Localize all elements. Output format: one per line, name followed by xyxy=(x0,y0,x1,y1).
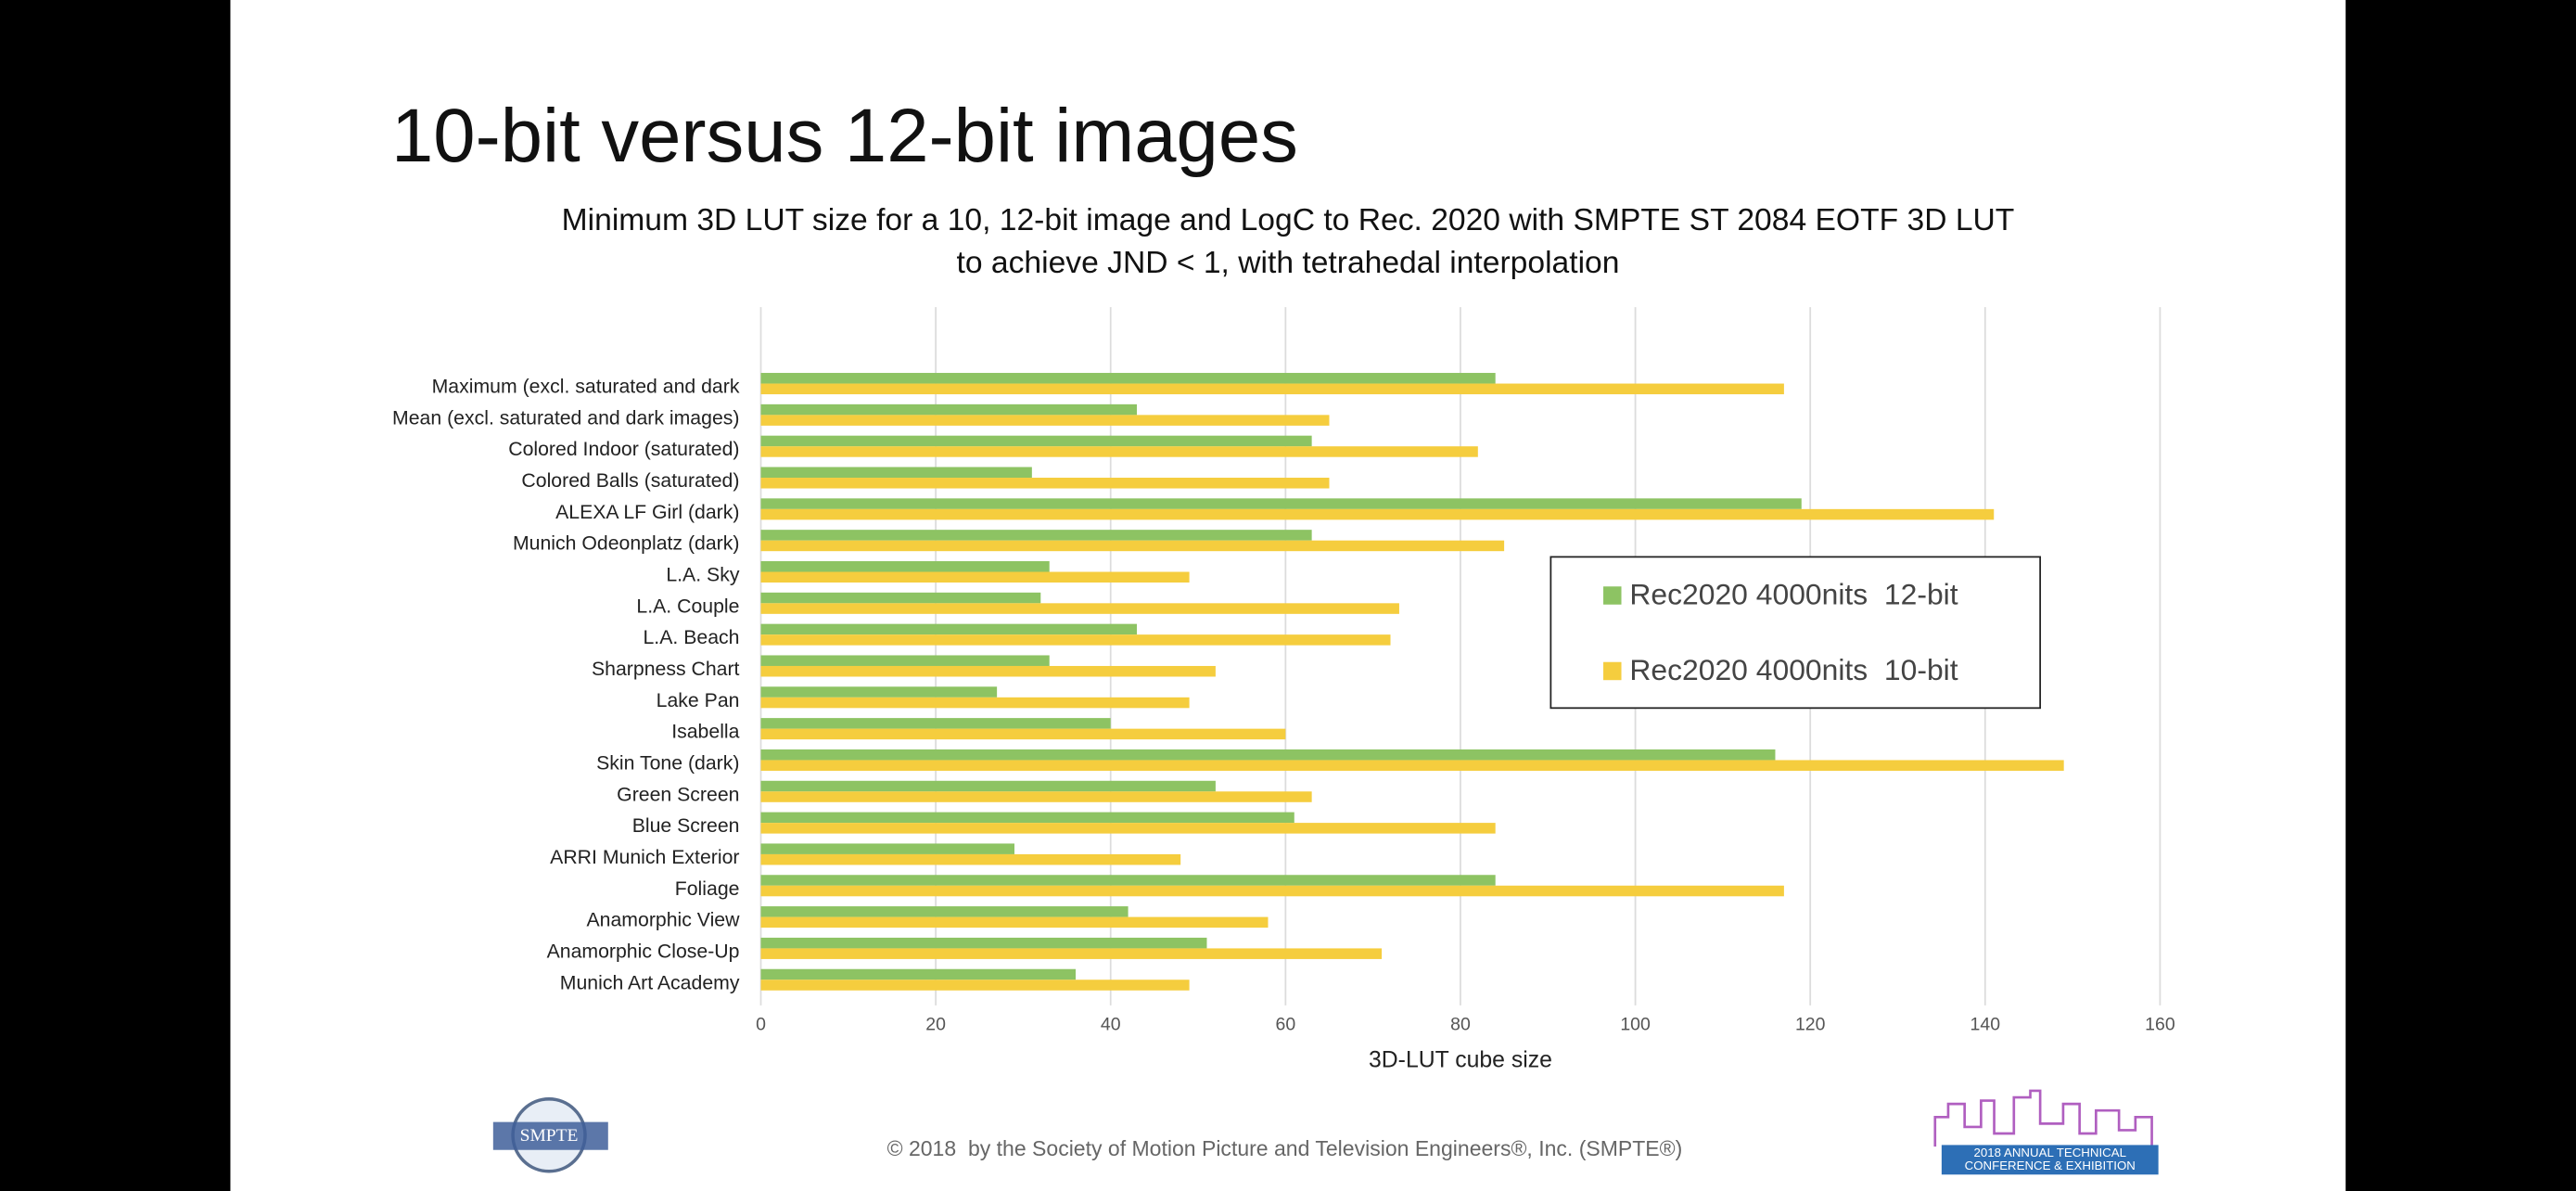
y-tick-label: Munich Odeonplatz (dark) xyxy=(513,532,740,555)
slide-title: 10-bit versus 12-bit images xyxy=(391,94,1298,178)
y-tick-label: Anamorphic Close-Up xyxy=(547,940,740,962)
bar xyxy=(760,812,1294,824)
legend-swatch xyxy=(1603,661,1622,681)
bar xyxy=(760,540,1505,552)
bar xyxy=(760,560,1050,572)
y-tick-label: L.A. Couple xyxy=(636,595,739,617)
y-tick-label: Sharpness Chart xyxy=(592,658,740,680)
chart-title: Minimum 3D LUT size for a 10, 12-bit ima… xyxy=(562,203,2015,237)
bar xyxy=(760,791,1312,802)
bar xyxy=(760,843,1014,854)
x-tick-label: 40 xyxy=(1101,1014,1121,1034)
logo-text: 2018 ANNUAL TECHNICAL xyxy=(1974,1146,2126,1159)
bar xyxy=(760,508,1995,520)
bar xyxy=(760,980,1190,991)
y-tick-label: ALEXA LF Girl (dark) xyxy=(555,501,739,523)
bar xyxy=(760,498,1802,509)
bar xyxy=(760,718,1111,729)
conference-logo: 2018 ANNUAL TECHNICAL CONFERENCE & EXHIB… xyxy=(1933,1089,2159,1175)
bar xyxy=(760,875,1496,886)
plot: 0 20 40 60 80 100 120 140 160 Maximum (excl. satu… xyxy=(392,307,2175,1034)
y-tick-label: Green Screen xyxy=(617,783,739,805)
bar xyxy=(760,634,1391,646)
bar xyxy=(760,760,2064,771)
y-tick-label: Skin Tone (dark) xyxy=(596,751,739,774)
x-tick-label: 20 xyxy=(925,1014,946,1034)
legend-box xyxy=(1549,556,2042,710)
logo-text: CONFERENCE & EXHIBITION xyxy=(1965,1159,2136,1172)
bar xyxy=(760,749,1776,761)
bar xyxy=(760,623,1138,635)
y-tick-label: Colored Indoor (saturated) xyxy=(508,438,739,460)
y-tick-label: Blue Screen xyxy=(632,814,740,837)
bar xyxy=(760,530,1312,541)
bar xyxy=(760,446,1478,457)
x-tick-label: 140 xyxy=(1970,1014,2001,1034)
y-tick-label: Anamorphic View xyxy=(587,909,741,931)
bar xyxy=(760,467,1032,479)
y-tick-label: L.A. Sky xyxy=(666,564,740,586)
y-tick-label: L.A. Beach xyxy=(644,626,740,648)
logo-band xyxy=(492,1121,608,1150)
bar xyxy=(760,853,1181,865)
bar xyxy=(760,780,1216,792)
chart-title: to achieve JND < 1, with tetrahedal inte… xyxy=(957,246,1620,280)
y-tick-label: Foliage xyxy=(675,877,740,900)
legend-label: Rec2020 4000nits 12-bit xyxy=(1629,577,1958,610)
bar xyxy=(760,478,1330,489)
bar xyxy=(760,603,1399,614)
skyline xyxy=(1933,1089,2153,1147)
logo-band xyxy=(1941,1145,2159,1175)
bar xyxy=(760,403,1138,416)
x-tick-label: 160 xyxy=(2145,1014,2175,1034)
x-axis-label: 3D-LUT cube size xyxy=(1369,1048,1552,1073)
bar xyxy=(760,435,1312,447)
y-tick-label: Maximum (excl. saturated and dark xyxy=(432,376,740,398)
y-tick-label: Munich Art Academy xyxy=(560,971,740,993)
y-tick-label: Mean (excl. saturated and dark images) xyxy=(392,406,739,429)
bar xyxy=(760,697,1190,709)
y-tick-label: Isabella xyxy=(671,721,739,743)
bar xyxy=(760,885,1784,897)
x-tick-label: 120 xyxy=(1795,1014,1826,1034)
logo-text: SMPTE xyxy=(520,1126,579,1146)
y-tick-label: Lake Pan xyxy=(657,689,740,711)
bar xyxy=(760,665,1216,677)
bar xyxy=(760,415,1330,426)
x-tick-label: 80 xyxy=(1450,1014,1471,1034)
legend-label: Rec2020 4000nits 10-bit xyxy=(1629,653,1958,686)
bar xyxy=(760,571,1190,583)
bar xyxy=(760,823,1496,834)
smpte-logo: SMPTE xyxy=(492,1097,608,1173)
bar xyxy=(760,728,1286,740)
y-tick-label: Colored Balls (saturated) xyxy=(521,469,739,492)
bar xyxy=(760,592,1041,604)
bar xyxy=(760,655,1050,666)
legend-swatch xyxy=(1603,586,1622,605)
x-tick-label: 100 xyxy=(1620,1014,1651,1034)
bar xyxy=(760,937,1207,949)
bar xyxy=(760,906,1129,917)
x-tick-label: 0 xyxy=(756,1014,766,1034)
bar xyxy=(760,686,998,698)
footer: © 2018 by the Society of Motion Picture … xyxy=(887,1136,1683,1160)
bar xyxy=(760,948,1383,959)
bar xyxy=(760,968,1077,980)
bar xyxy=(760,916,1269,928)
bar xyxy=(760,383,1784,395)
y-tick-label: ARRI Munich Exterior xyxy=(550,846,739,868)
bar xyxy=(760,373,1496,384)
x-tick-label: 60 xyxy=(1276,1014,1296,1034)
